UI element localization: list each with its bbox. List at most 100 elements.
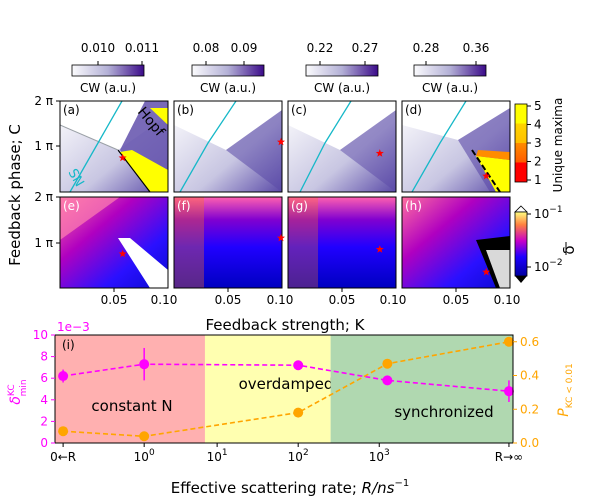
y-tick-bot-1pi: 1 π	[34, 236, 53, 250]
unique-maxima-tick: 2	[534, 155, 542, 169]
right-tick-label: 0.0	[520, 436, 539, 450]
region-label: overdamped	[239, 375, 334, 393]
panel-c-label: (c)	[291, 103, 307, 117]
optimum-star	[277, 137, 285, 146]
cw-colorbar-b: 0.08 0.09 CW (a.u.)	[191, 41, 265, 95]
cw-d-tick-1: 0.28	[413, 41, 440, 55]
cw-colorbar-c: 0.22 0.27 CW (a.u.)	[305, 41, 379, 95]
data-point	[503, 386, 514, 397]
unique-maxima-tick: 4	[534, 118, 542, 132]
data-point	[58, 426, 69, 437]
optimum-star	[277, 233, 285, 242]
series-line	[63, 341, 510, 438]
cw-c-tick-1: 0.22	[307, 41, 334, 55]
optimum-star	[375, 245, 384, 253]
panel-i-label: (i)	[62, 338, 75, 352]
x-tick-a-05: 0.05	[101, 293, 128, 307]
x-tick-c-10: 0.10	[380, 293, 407, 307]
optimum-markers	[118, 137, 491, 276]
panel-f-label: (f)	[177, 199, 191, 213]
data-point	[382, 375, 393, 386]
panel-h: (h)	[401, 196, 511, 289]
panel-c: (c)	[287, 100, 397, 193]
optimum-star	[375, 149, 384, 157]
delta-tick-top: 10−1	[534, 205, 563, 221]
region-label: constant N	[91, 397, 172, 415]
panel-e: (e)	[59, 196, 169, 289]
x-tick-label: 100	[134, 448, 155, 464]
y-axis-title: Feedback phase; C	[6, 124, 24, 266]
x-tick-label: 103	[369, 448, 390, 464]
cw-d-label: CW (a.u.)	[422, 81, 478, 95]
x-tick-b-10: 0.10	[267, 293, 294, 307]
left-tick-label: 2	[40, 414, 48, 428]
unique-maxima-colorbar: 1 2 3 4 5 Unique maxima	[514, 98, 565, 193]
heatmap-y-axis: 2 π 1 π 2 π 1 π Feedback phase; C	[6, 94, 60, 266]
data-point	[139, 359, 150, 370]
cw-a-label: CW (a.u.)	[80, 81, 136, 95]
y-tick-top-1pi: 1 π	[34, 139, 53, 153]
x-tick-a-10: 0.10	[151, 293, 178, 307]
data-point	[293, 407, 304, 418]
data-point	[58, 371, 69, 382]
panel-e-label: (e)	[63, 199, 80, 213]
x-tick-label: 102	[288, 448, 309, 464]
panel-i: constant N overdamped synchronized (i) 0 2 4…	[7, 320, 575, 497]
scale-factor-label: 1e−3	[57, 320, 90, 334]
left-tick-label: 8	[40, 350, 48, 364]
x-axis-title-top: Feedback strength; K	[205, 316, 365, 334]
panel-g: (g)	[287, 196, 397, 289]
x-tick-d-10: 0.10	[494, 293, 521, 307]
panel-d-label: (d)	[405, 103, 422, 117]
right-tick-label: 0.6	[520, 335, 539, 349]
unique-maxima-tick: 3	[534, 136, 542, 150]
cw-b-tick-2: 0.09	[231, 41, 258, 55]
x-tick-b-05: 0.05	[215, 293, 242, 307]
cw-d-tick-2: 0.36	[463, 41, 490, 55]
x-tick-c-05: 0.05	[329, 293, 356, 307]
cw-c-tick-2: 0.27	[352, 41, 379, 55]
cw-b-tick-1: 0.08	[193, 41, 220, 55]
panel-d: (d)	[401, 100, 511, 193]
cw-a-tick-2: 0.011	[125, 41, 159, 55]
left-tick-label: 4	[40, 393, 48, 407]
delta-colorbar: 10−1 10−2 δ	[514, 205, 578, 283]
left-tick-label: 10	[33, 328, 48, 342]
left-axis-label: δKC min	[7, 379, 29, 404]
optimum-star	[118, 249, 127, 258]
y-tick-top-2pi: 2 π	[34, 94, 53, 108]
unique-maxima-label: Unique maxima	[551, 98, 565, 193]
x-axis-title-bottom: Effective scattering rate; R/ns−1	[171, 478, 409, 497]
cw-c-label: CW (a.u.)	[314, 81, 370, 95]
data-point	[503, 336, 514, 347]
unique-maxima-tick: 5	[534, 99, 542, 113]
panel-a-label: (a)	[63, 103, 80, 117]
panel-g-label: (g)	[291, 199, 308, 213]
optimum-star	[482, 267, 491, 276]
cw-colorbar-a: 0.010 0.011 CW (a.u.)	[71, 41, 159, 95]
region-label: synchronized	[394, 403, 493, 421]
panel-b-label: (b)	[177, 103, 194, 117]
cw-a-tick-1: 0.010	[81, 41, 115, 55]
left-tick-label: 6	[40, 371, 48, 385]
data-point	[382, 358, 393, 369]
panel-f: (f)	[173, 196, 283, 289]
x-tick-label: R→∞	[495, 450, 523, 464]
panel-b: (b)	[173, 100, 283, 193]
panel-h-label: (h)	[405, 199, 422, 213]
optimum-star	[118, 153, 127, 162]
delta-tick-bottom: 10−2	[534, 258, 563, 274]
data-point	[293, 360, 304, 371]
data-point	[139, 431, 150, 442]
x-tick-label: 0←R	[50, 450, 76, 464]
cw-colorbar-d: 0.28 0.36 CW (a.u.)	[413, 41, 490, 95]
region-band	[55, 335, 205, 443]
heatmap-x-axis: 0.05 0.10 0.05 0.05 0.05 0.10 0.10 0.10 …	[101, 288, 521, 334]
panel-a: (a) Hopf SN	[59, 100, 169, 193]
y-tick-bot-2pi: 2 π	[34, 190, 53, 204]
unique-maxima-tick: 1	[534, 173, 542, 187]
x-tick-label: 101	[207, 448, 228, 464]
region-band	[330, 335, 513, 443]
region-band	[204, 335, 331, 443]
